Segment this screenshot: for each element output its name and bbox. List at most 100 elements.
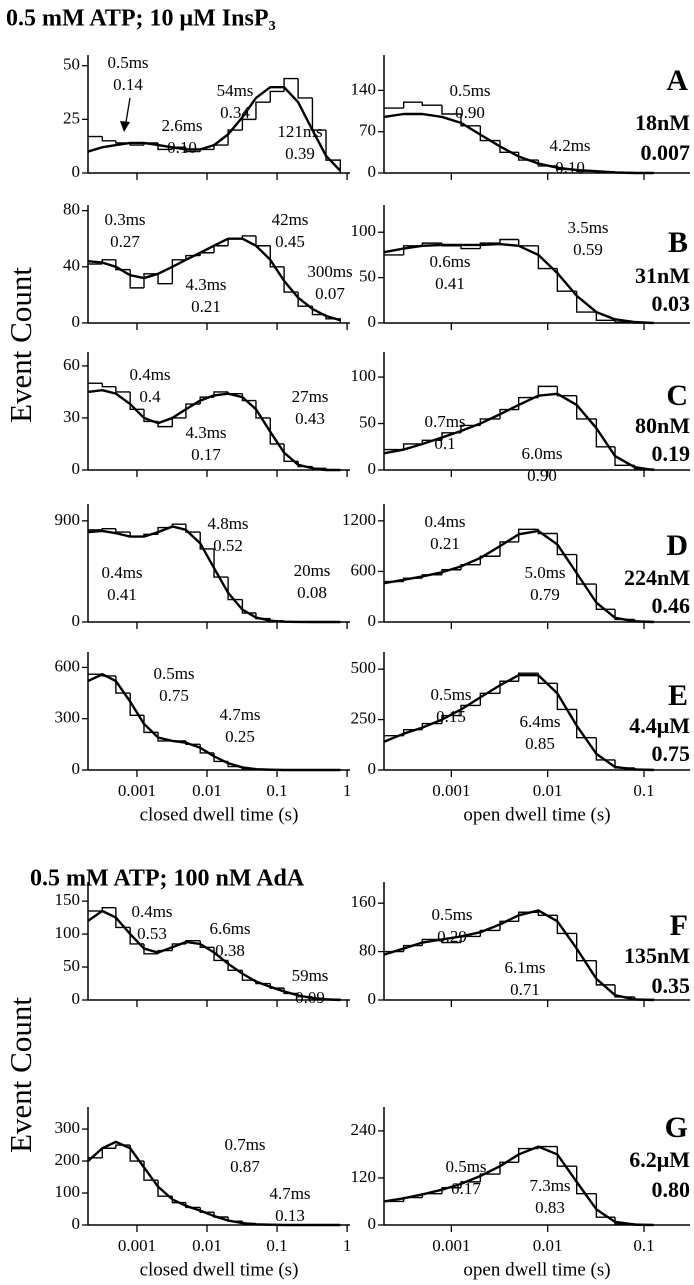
annotation-time: 0.5ms <box>431 905 472 924</box>
annotation-fraction: 0.85 <box>525 734 555 753</box>
x-tick-label: 1 <box>343 1236 352 1255</box>
y-tick-label: 100 <box>55 923 81 942</box>
histogram-bin <box>519 239 539 245</box>
panel-open-probability: 0.75 <box>652 741 691 766</box>
histogram-bin <box>557 269 576 292</box>
y-tick-label: 60 <box>63 355 80 374</box>
histogram-bin <box>172 418 186 427</box>
y-tick-label: 160 <box>351 892 377 911</box>
y-tick-label: 0 <box>72 989 81 1008</box>
histogram-bin <box>326 130 340 173</box>
y-axis-label: Event Count <box>3 267 38 423</box>
annotation-fraction: 0.83 <box>535 1198 565 1217</box>
annotation-time: 0.5ms <box>445 1157 486 1176</box>
y-tick-label: 40 <box>63 256 80 275</box>
annotation-fraction: 0.13 <box>275 1206 305 1225</box>
annotation-time: 0.6ms <box>429 252 470 271</box>
histogram-bin <box>461 246 480 249</box>
y-tick-label: 0 <box>368 459 377 478</box>
y-tick-label: 200 <box>55 1150 81 1169</box>
annotation-time: 59ms <box>292 966 329 985</box>
annotation-time: 27ms <box>292 387 329 406</box>
histogram-bin <box>577 933 597 960</box>
panel-open-probability: 0.007 <box>641 140 691 165</box>
panel-open-probability: 0.80 <box>652 1177 691 1202</box>
annotation-time: 0.3ms <box>104 210 145 229</box>
y-tick-label: 0 <box>368 759 377 778</box>
y-tick-label: 120 <box>351 1167 377 1186</box>
y-tick-label: 500 <box>351 658 377 677</box>
annotation-time: 42ms <box>272 210 309 229</box>
annotation-fraction: 0.29 <box>437 927 467 946</box>
histogram-bin <box>480 126 500 141</box>
y-tick-label: 0 <box>72 611 81 630</box>
annotation-time: 2.6ms <box>161 116 202 135</box>
x-tick-label: 0.01 <box>533 1236 563 1255</box>
histogram-bin <box>577 1166 597 1193</box>
annotation-fraction: 0.17 <box>191 445 221 464</box>
annotation-time: 54ms <box>217 81 254 100</box>
y-tick-label: 30 <box>63 407 80 426</box>
histogram-bin <box>422 102 442 105</box>
annotation-fraction: 0.21 <box>191 297 221 316</box>
histogram-bin <box>298 79 312 98</box>
annotation-time: 7.3ms <box>529 1176 570 1195</box>
panel-letter: E <box>668 679 688 712</box>
annotation-time: 4.2ms <box>549 136 590 155</box>
y-tick-label: 0 <box>368 312 377 331</box>
annotation-fraction: 0.4 <box>139 387 161 406</box>
annotation-fraction: 0.59 <box>573 240 603 259</box>
annotation-fraction: 0.34 <box>220 103 250 122</box>
annotation-time: 4.7ms <box>219 705 260 724</box>
annotation-time: 4.8ms <box>207 514 248 533</box>
annotation-time: 3.5ms <box>567 218 608 237</box>
annotation-fraction: 0.53 <box>137 924 167 943</box>
x-tick-label: 0.01 <box>192 1236 222 1255</box>
panel-open-probability: 0.03 <box>652 291 691 316</box>
y-tick-label: 50 <box>359 412 376 431</box>
x-tick-label: 0.001 <box>432 1236 470 1255</box>
annotation-time: 6.1ms <box>504 958 545 977</box>
y-tick-label: 250 <box>351 708 377 727</box>
annotation-fraction: 0.90 <box>527 466 557 485</box>
panel-open-probability: 0.19 <box>652 441 691 466</box>
histogram-bin <box>200 253 214 256</box>
y-tick-label: 300 <box>55 708 81 727</box>
x-tick-label: 1 <box>343 781 352 800</box>
y-tick-label: 150 <box>55 890 81 909</box>
annotation-fraction: 0.41 <box>107 585 137 604</box>
annotation-time: 5.0ms <box>524 563 565 582</box>
y-tick-label: 0 <box>72 759 81 778</box>
histogram-bin <box>577 709 597 737</box>
y-tick-label: 25 <box>63 108 80 127</box>
histogram-bin <box>214 145 228 149</box>
x-axis-label: open dwell time (s) <box>463 1259 610 1280</box>
fit-curve <box>384 244 654 323</box>
annotation-fraction: 0.08 <box>297 583 327 602</box>
annotation-time: 4.3ms <box>185 275 226 294</box>
panel-letter: C <box>666 379 688 412</box>
annotation-fraction: 0.15 <box>436 707 466 726</box>
histogram-bin <box>158 274 172 284</box>
annotation-fraction: 0.79 <box>530 585 560 604</box>
y-tick-label: 50 <box>63 55 80 74</box>
y-tick-label: 50 <box>359 267 376 286</box>
y-tick-label: 80 <box>359 940 376 959</box>
annotation-time: 300ms <box>307 262 352 281</box>
histogram-bin <box>102 529 116 530</box>
histogram-bin <box>102 1148 116 1158</box>
panel-concentration: 31nM <box>635 263 690 288</box>
y-tick-label: 70 <box>359 121 376 140</box>
annotation-fraction: 0.45 <box>275 232 305 251</box>
panel-letter: G <box>665 1111 688 1144</box>
panel-letter: D <box>666 529 688 562</box>
x-axis-label: open dwell time (s) <box>463 804 610 825</box>
annotation-fraction: 0.21 <box>430 534 460 553</box>
annotation-fraction: 0.25 <box>225 727 255 746</box>
annotation-time: 0.4ms <box>131 902 172 921</box>
x-tick-label: 0.1 <box>266 781 287 800</box>
annotation-time: 6.6ms <box>209 919 250 938</box>
x-tick-label: 0.001 <box>432 781 470 800</box>
y-axis-label: Event Count <box>3 997 38 1153</box>
